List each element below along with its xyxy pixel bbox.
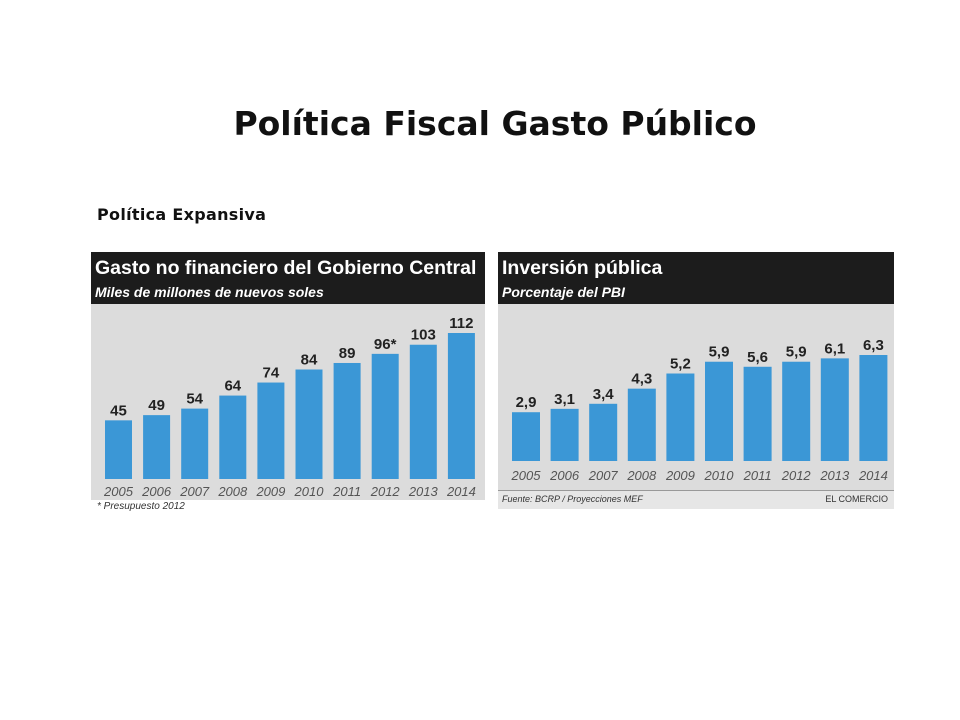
x-tick-label: 2009 (665, 468, 695, 483)
bar-2008 (219, 395, 247, 479)
bar-chart-svg: 45 2005 49 2006 54 2007 64 2008 74 2009 84 2010 89 20… (103, 315, 476, 499)
chart-header: Gasto no financiero del Gobierno Central… (91, 252, 485, 304)
bar-2010 (705, 361, 733, 461)
x-tick-label: 2007 (588, 468, 619, 483)
x-tick-label: 2007 (179, 484, 210, 499)
chart-unit-label: Miles de millones de nuevos soles (95, 284, 324, 300)
x-tick-label: 2013 (819, 468, 850, 483)
x-tick-label: 2005 (103, 484, 134, 499)
bar-2013 (820, 358, 849, 461)
bar-2009 (257, 382, 285, 479)
data-label: 5,2 (670, 356, 691, 373)
chart-title: Gasto no financiero del Gobierno Central (95, 257, 477, 279)
data-label: 64 (224, 378, 241, 395)
x-tick-label: 2009 (255, 484, 285, 499)
bar-chart-svg: 2,9 2005 3,1 2006 3,4 2007 4,3 2008 5,2 2009 5,9 20… (511, 337, 888, 483)
bar-2012 (782, 361, 811, 461)
chart-footnote: * Presupuesto 2012 (97, 501, 185, 512)
bar-2011 (743, 366, 772, 461)
bar-2014 (447, 333, 475, 479)
x-tick-label: 2012 (370, 484, 401, 499)
data-label: 74 (263, 365, 280, 382)
bar-2008 (627, 388, 656, 461)
data-label: 2,9 (516, 394, 537, 411)
chart-header: Inversión pública Porcentaje del PBI (498, 252, 894, 304)
x-tick-label: 2006 (549, 468, 580, 483)
bar-2010 (295, 369, 323, 479)
chart-title: Inversión pública (502, 257, 663, 279)
bar-2013 (409, 344, 437, 479)
data-label: 84 (301, 352, 318, 369)
x-tick-label: 2008 (626, 468, 657, 483)
chart-source: Fuente: BCRP / Proyecciones MEF (502, 494, 643, 504)
chart-source-footer: Fuente: BCRP / Proyecciones MEF EL COMER… (498, 490, 894, 509)
bar-2005 (512, 412, 540, 461)
data-label: 3,1 (554, 391, 575, 408)
bar-2006 (550, 408, 579, 461)
x-tick-label: 2014 (446, 484, 476, 499)
x-tick-label: 2008 (217, 484, 248, 499)
bar-2011 (333, 362, 361, 479)
data-label: 5,9 (786, 344, 807, 361)
x-tick-label: 2011 (743, 468, 772, 483)
chart-unit-label: Porcentaje del PBI (502, 284, 625, 300)
data-label: 5,6 (747, 349, 768, 366)
x-tick-label: 2006 (141, 484, 172, 499)
bar-2005 (105, 420, 132, 479)
chart-gasto-no-financiero: Gasto no financiero del Gobierno Central… (91, 252, 485, 514)
slide-subtitle: Política Expansiva (97, 205, 267, 224)
chart-inversion-publica: Inversión pública Porcentaje del PBI 2,9… (498, 252, 894, 510)
data-label: 6,1 (824, 340, 845, 357)
data-label: 4,3 (631, 371, 652, 388)
data-label: 103 (411, 327, 436, 344)
x-tick-label: 2010 (294, 484, 325, 499)
bar-2014 (859, 355, 888, 461)
data-label: 96* (374, 336, 397, 353)
data-label: 3,4 (593, 386, 615, 403)
data-label: 54 (186, 391, 203, 408)
data-label: 45 (110, 402, 127, 419)
chart-brand: EL COMERCIO (825, 494, 888, 504)
data-label: 6,3 (863, 337, 884, 354)
bar-2009 (666, 373, 695, 461)
x-tick-label: 2014 (858, 468, 888, 483)
data-label: 5,9 (709, 344, 730, 361)
chart-plot-area: 2,9 2005 3,1 2006 3,4 2007 4,3 2008 5,2 2009 5,9 20… (498, 304, 894, 490)
x-tick-label: 2010 (704, 468, 735, 483)
bar-2007 (589, 403, 618, 461)
chart-plot-area: 45 2005 49 2006 54 2007 64 2008 74 2009 84 2010 89 20… (91, 304, 485, 500)
x-tick-label: 2013 (408, 484, 439, 499)
x-tick-label: 2011 (332, 484, 361, 499)
slide-title: Política Fiscal Gasto Público (233, 104, 757, 143)
bar-2006 (143, 415, 171, 479)
data-label: 49 (148, 397, 165, 414)
bar-2007 (181, 408, 209, 479)
x-tick-label: 2005 (511, 468, 542, 483)
x-tick-label: 2012 (781, 468, 812, 483)
data-label: 89 (339, 345, 356, 362)
bar-2012 (371, 353, 399, 479)
data-label: 112 (449, 315, 473, 332)
